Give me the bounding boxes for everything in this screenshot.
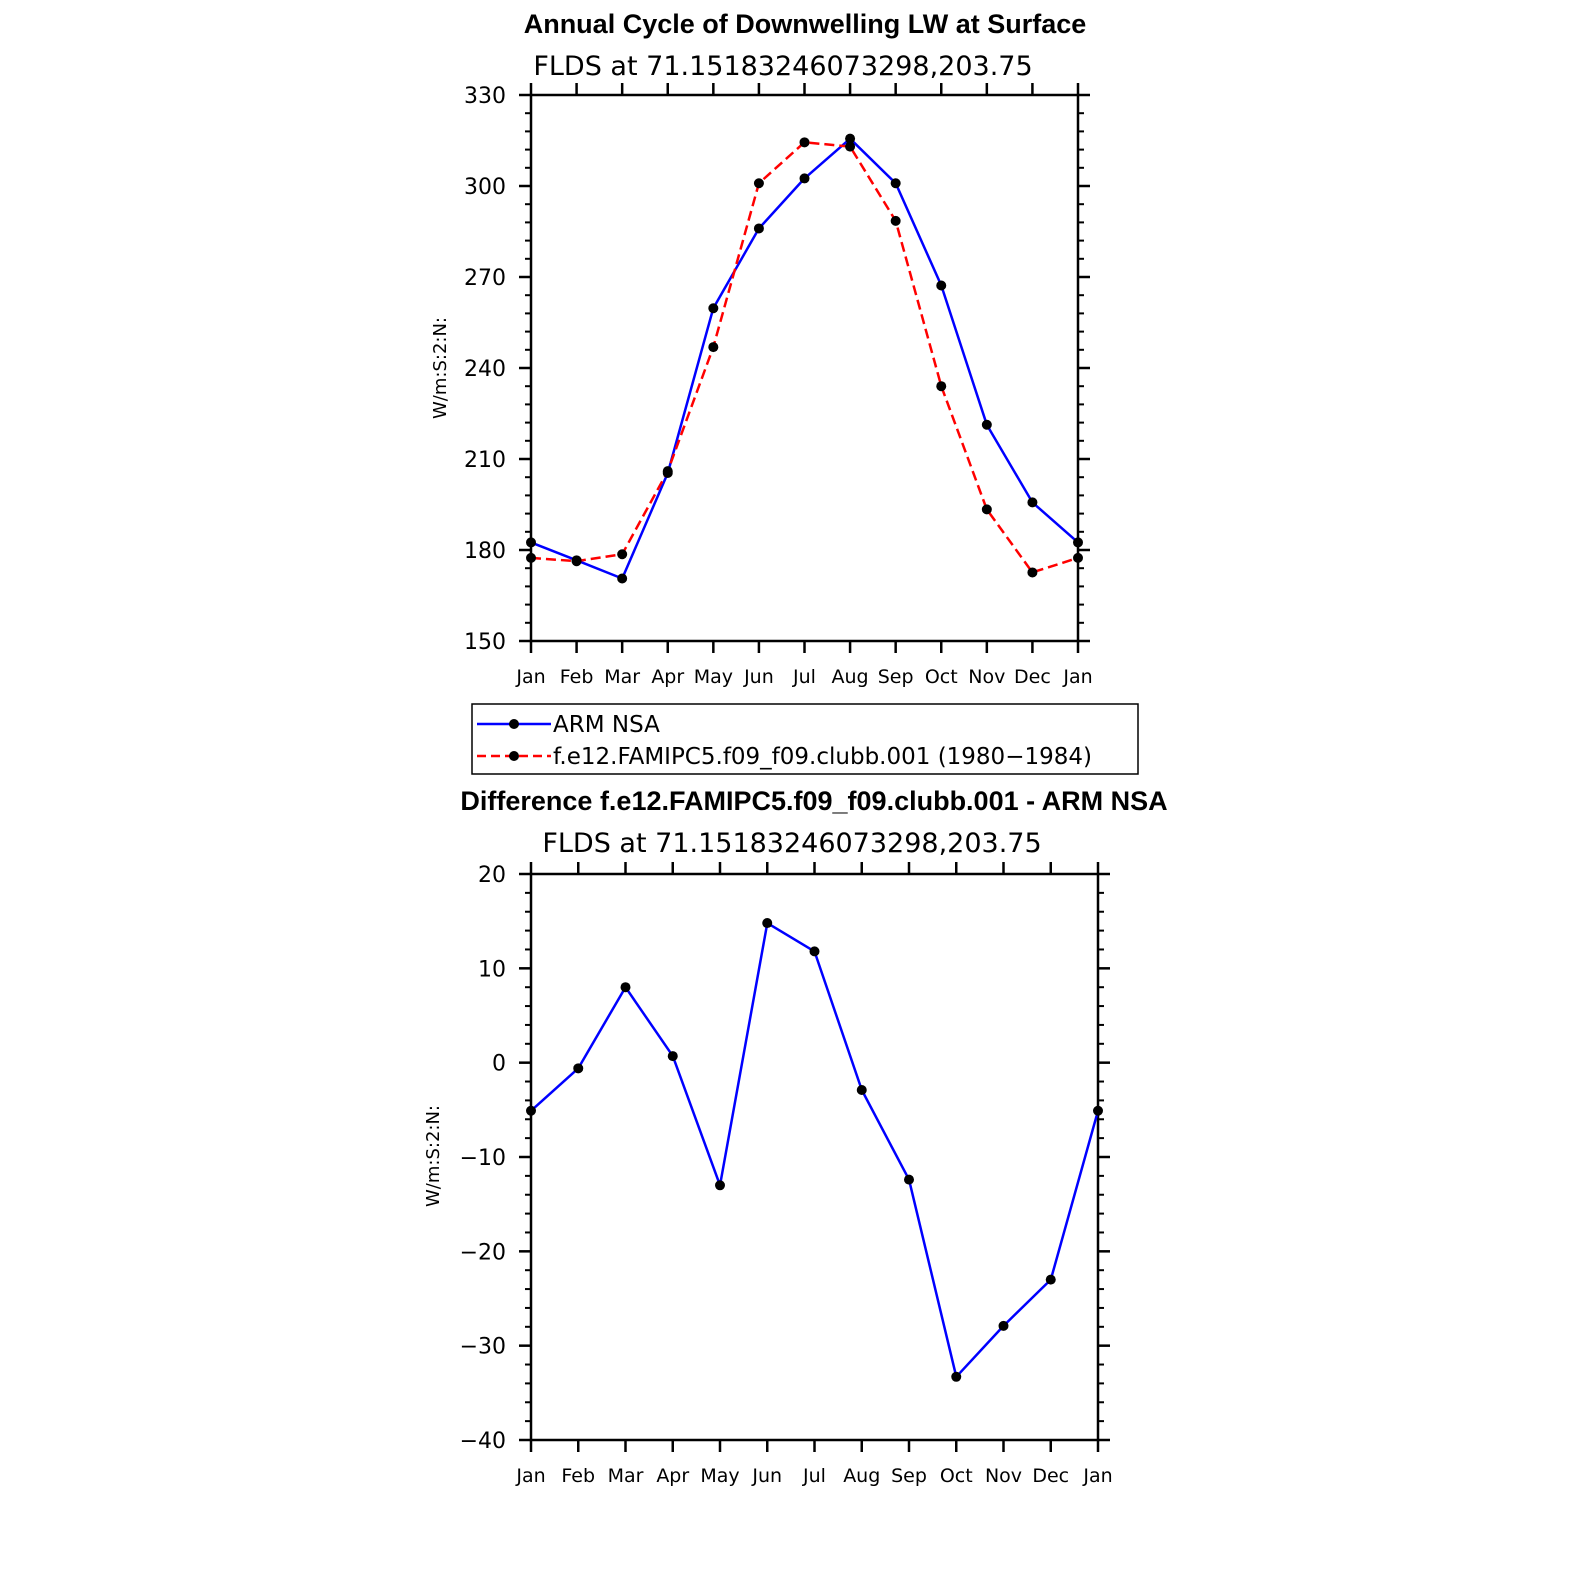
chart1-series-2-point: [845, 141, 856, 152]
chart1-subtitle: FLDS at 71.15183246073298,203.75: [533, 51, 1032, 82]
legend-frame: [471, 703, 1139, 775]
chart1-series-1-point: [1073, 537, 1083, 548]
chart1-series-1-point: [1027, 497, 1038, 508]
chart1-series-line-2: [530, 141, 1079, 574]
chart1-x-tick-label: Apr: [651, 666, 684, 688]
chart2-series-line-1: [530, 921, 1100, 1379]
chart1-series-1-point: [845, 133, 856, 144]
chart1-series-1-point: [526, 537, 536, 548]
chart1-series-2-point: [799, 137, 810, 148]
chart2-series-1-point: [762, 918, 773, 929]
chart2-y-tick-label: −10: [460, 1146, 506, 1171]
chart1-x-tick-label: May: [694, 666, 733, 688]
chart1-y-tick-label: 210: [464, 448, 506, 473]
chart2-plot-area: −40 −30 −20 −10 0 10 20 Jan Feb Mar Apr May Jun Jul Au…: [460, 862, 1113, 1487]
chart2-x-tick-label: Jan: [515, 1465, 545, 1487]
chart1-series-2-point: [890, 215, 901, 226]
chart1-y-tick-label: 330: [464, 84, 506, 109]
chart1-series-line-1: [530, 137, 1079, 580]
chart2-series-1-point: [904, 1174, 914, 1185]
chart2-x-tick-label: Jun: [751, 1465, 782, 1487]
chart2-x-tick-label: Jul: [802, 1465, 826, 1487]
chart1-y-tick-label: 270: [464, 266, 506, 291]
chart2-x-tick-label: Feb: [561, 1465, 595, 1487]
chart2-series-1-point: [856, 1085, 867, 1096]
chart2-x-tick-label: Dec: [1032, 1465, 1069, 1487]
chart1-legend: ARM NSA f.e12.FAMIPC5.f09_f09.clubb.001 …: [471, 703, 1139, 775]
chart1-series-2-point: [617, 549, 628, 560]
chart2-y-tick-label: 0: [492, 1052, 506, 1077]
chart2-series-1-point: [998, 1320, 1009, 1331]
chart2-series-1-point: [715, 1180, 725, 1191]
chart2-y-tick-label: −30: [460, 1335, 506, 1360]
chart1-series-2-point: [526, 552, 536, 563]
chart2-series-1-point: [809, 946, 820, 957]
legend-obs-marker: [509, 719, 519, 729]
chart1-y-tick-label: 150: [464, 630, 506, 655]
chart1-x-tick-label: Oct: [925, 666, 958, 688]
chart2-series-1-point: [526, 1105, 536, 1116]
chart2-x-tick-label: Sep: [891, 1465, 927, 1487]
chart2-y-tick-label: −40: [460, 1429, 506, 1454]
chart2-y-axis-label: W/m:S:2:N:: [423, 1105, 444, 1207]
chart1-series-2-point: [1027, 567, 1038, 578]
chart2-series-1-point: [951, 1371, 962, 1382]
chart1-series-2-point: [1073, 552, 1083, 563]
chart1-series-1-point: [981, 419, 992, 430]
chart1-series-2-point: [936, 381, 947, 392]
chart1-series-1-point: [708, 303, 719, 314]
legend-model-marker: [509, 751, 519, 761]
chart1-series-1-point: [617, 573, 628, 584]
chart1-x-tick-label: Jul: [792, 666, 816, 688]
chart2-x-tick-label: Oct: [940, 1465, 973, 1487]
chart1-y-tick-label: 180: [464, 539, 506, 564]
chart2-title: Difference f.e12.FAMIPC5.f09_f09.clubb.0…: [460, 786, 1167, 816]
chart1-x-tick-label: Aug: [832, 666, 869, 688]
chart1-x-tick-label: Mar: [604, 666, 640, 688]
chart2-series-1-point: [573, 1063, 584, 1074]
chart1-title: Annual Cycle of Downwelling LW at Surfac…: [524, 9, 1087, 39]
chart1-x-tick-label: Feb: [560, 666, 594, 688]
chart2-x-tick-label: Jan: [1082, 1465, 1112, 1487]
chart1-x-tick-label: Jan: [515, 666, 545, 688]
chart1-series-1-point: [753, 223, 764, 234]
chart1-series-1-point: [936, 280, 947, 291]
chart1-x-tick-label: Jun: [743, 666, 774, 688]
legend-obs-label: ARM NSA: [553, 712, 660, 738]
chart1-series-2-point: [571, 556, 582, 567]
chart1-series-2-point: [708, 342, 719, 353]
chart2-series-1-point: [1093, 1105, 1103, 1116]
chart1-series-2-point: [753, 178, 764, 189]
chart1-y-tick-label: 240: [464, 357, 506, 382]
chart2-y-tick-label: 20: [478, 863, 506, 888]
chart1-y-tick-label: 300: [464, 175, 506, 200]
chart2-series-1-point: [1045, 1274, 1056, 1285]
chart2-x-tick-label: Aug: [843, 1465, 880, 1487]
chart1-x-tick-label: Dec: [1014, 666, 1051, 688]
chart2-x-tick-label: Apr: [656, 1465, 689, 1487]
chart1-x-tick-label: Nov: [968, 666, 1005, 688]
chart1-series-1-point: [799, 173, 810, 184]
chart2-x-tick-label: May: [700, 1465, 739, 1487]
chart1-x-tick-label: Jan: [1062, 666, 1092, 688]
legend-model-label: f.e12.FAMIPC5.f09_f09.clubb.001 (1980−19…: [553, 744, 1092, 770]
chart1-series-2-point: [981, 504, 992, 515]
chart2-series-1-point: [620, 982, 631, 993]
chart2-frame: [529, 872, 1100, 1442]
chart1-series-1-point: [890, 178, 901, 189]
chart2-y-tick-label: 10: [478, 957, 506, 982]
chart2-x-tick-label: Mar: [608, 1465, 644, 1487]
chart1-plot-area: 150 180 210 240 270 300 330 Jan Feb Mar Apr May Jun J…: [464, 83, 1093, 688]
chart1-series-2-point: [662, 466, 673, 477]
chart1-x-tick-label: Sep: [878, 666, 914, 688]
chart2-y-tick-label: −20: [460, 1240, 506, 1265]
chart2-x-tick-label: Nov: [985, 1465, 1022, 1487]
chart2-series-1-point: [667, 1051, 678, 1062]
chart1-y-axis-label: W/m:S:2:N:: [430, 317, 451, 419]
chart2-subtitle: FLDS at 71.15183246073298,203.75: [542, 828, 1041, 859]
